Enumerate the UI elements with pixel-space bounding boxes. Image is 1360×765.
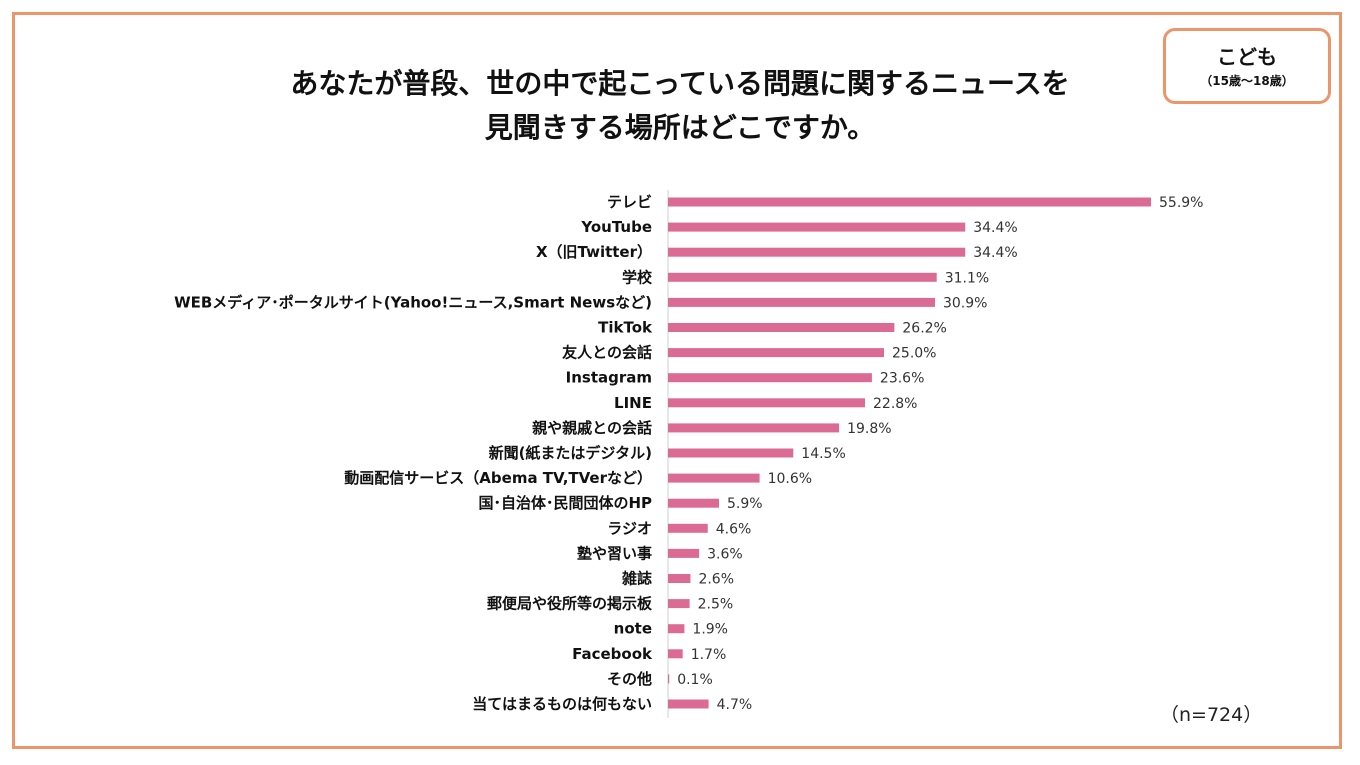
category-label: 当てはまるものは何もない [472,695,652,713]
value-label: 0.1% [677,672,713,688]
value-label: 22.8% [873,396,917,412]
value-label: 14.5% [801,446,845,462]
value-label: 25.0% [892,346,936,362]
value-label: 4.7% [717,697,753,713]
category-label: Facebook [572,645,653,663]
category-label: 雑誌 [621,570,652,588]
bar [668,348,885,358]
value-label: 2.6% [698,572,734,588]
category-label: LINE [614,394,652,412]
category-label: WEBメディア･ポータルサイト(Yahoo!ニュース,Smart Newsなど) [174,293,652,311]
bar [668,523,708,533]
value-label: 55.9% [1159,195,1203,211]
bar [668,599,690,609]
sample-size-label: （n=724） [1160,704,1263,726]
bar [668,448,794,458]
value-label: 1.9% [692,622,728,638]
category-label: 学校 [622,268,653,286]
bar [668,548,700,558]
value-label: 5.9% [727,496,763,512]
bar [668,222,966,232]
value-label: 34.4% [973,245,1017,261]
value-label: 1.7% [691,647,727,663]
audience-badge-age-range: （15歳〜18歳） [1200,74,1294,88]
category-label: 塾や習い事 [577,544,652,562]
value-label: 3.6% [707,546,743,562]
category-label: ラジオ [607,519,652,537]
value-label: 30.9% [943,295,987,311]
bar [668,197,1151,207]
value-label: 10.6% [768,471,812,487]
bar [668,649,683,659]
bar [668,297,935,307]
bar [668,272,937,282]
bar [668,574,691,583]
category-label: Instagram [566,369,652,387]
bar [668,247,966,257]
category-label: 親や親戚との会話 [532,419,652,437]
category-label: note [614,620,652,638]
bar [668,498,719,508]
value-label: 34.4% [973,220,1017,236]
category-label: 新聞(紙またはデジタル) [489,444,652,462]
value-label: 23.6% [880,371,924,387]
bar [668,624,685,634]
bar [668,398,866,408]
category-label: 動画配信サービス（Abema TV,TVerなど） [344,469,652,487]
category-label: X（旧Twitter） [536,243,652,261]
audience-badge: こども （15歳〜18歳） [1163,28,1331,104]
category-label: テレビ [607,193,652,211]
chart-title-line-2: 見聞きする場所はどこですか。 [484,111,876,144]
outer-frame [12,12,1342,749]
bar [668,323,895,332]
category-label: TikTok [598,319,653,337]
audience-badge-label: こども [1217,45,1277,69]
bar [668,423,840,433]
value-label: 19.8% [847,421,891,437]
bar [668,674,670,684]
bar [668,699,709,709]
value-label: 2.5% [698,597,734,613]
category-label: 国･自治体･民間団体のHP [478,494,652,512]
category-label: 郵便局や役所等の掲示板 [487,595,653,613]
category-label: その他 [607,670,652,688]
category-label: 友人との会話 [562,344,652,362]
value-label: 31.1% [945,270,989,286]
bar [668,373,872,383]
chart-title-line-1: あなたが普段、世の中で起こっている問題に関するニュースを [290,67,1070,100]
bar [668,473,760,483]
value-label: 26.2% [902,321,946,337]
value-label: 4.6% [716,521,752,537]
category-label: YouTube [580,218,652,236]
